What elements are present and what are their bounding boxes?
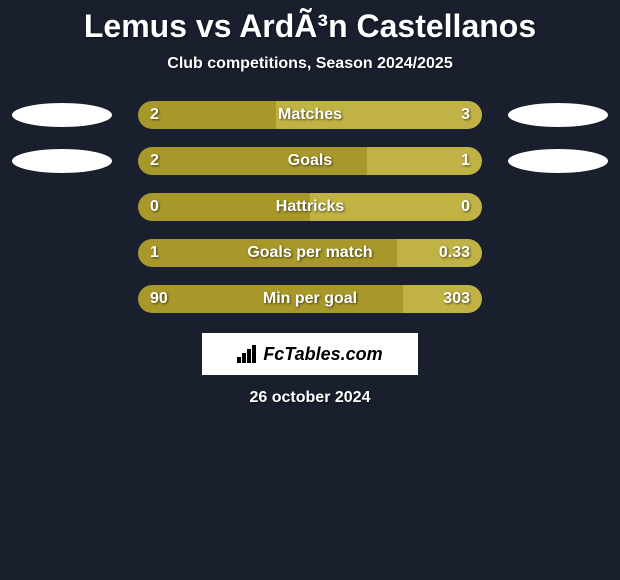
- logo-text: FcTables.com: [237, 344, 382, 365]
- stat-row: 2 1 Goals: [0, 147, 620, 175]
- page-subtitle: Club competitions, Season 2024/2025: [0, 55, 620, 73]
- stat-value-right: 1: [461, 152, 470, 170]
- stat-value-left: 1: [150, 244, 159, 262]
- stat-label: Goals: [288, 152, 332, 170]
- stat-row: 1 0.33 Goals per match: [0, 239, 620, 267]
- stat-bar: 2 3 Matches: [138, 101, 482, 129]
- player-marker-right: [508, 149, 608, 173]
- stat-row: 90 303 Min per goal: [0, 285, 620, 313]
- stat-bar: 0 0 Hattricks: [138, 193, 482, 221]
- player-marker-left: [12, 149, 112, 173]
- stat-bar: 90 303 Min per goal: [138, 285, 482, 313]
- logo-box: FcTables.com: [202, 333, 418, 375]
- stat-value-left: 0: [150, 198, 159, 216]
- stat-value-right: 3: [461, 106, 470, 124]
- stat-value-left: 90: [150, 290, 168, 308]
- stat-value-left: 2: [150, 106, 159, 124]
- stat-label: Min per goal: [263, 290, 357, 308]
- stat-rows-container: 2 3 Matches 2 1 Goals 0 0 Hattricks 1 0.33 Goals pe…: [0, 101, 620, 313]
- player-marker-right: [508, 103, 608, 127]
- stat-value-right: 303: [443, 290, 470, 308]
- stat-row: 2 3 Matches: [0, 101, 620, 129]
- stat-value-left: 2: [150, 152, 159, 170]
- bars-icon: [237, 345, 259, 363]
- logo-label: FcTables.com: [263, 344, 382, 365]
- stat-label: Matches: [278, 106, 342, 124]
- page-title: Lemus vs ArdÃ³n Castellanos: [0, 8, 620, 45]
- stat-label: Hattricks: [276, 198, 344, 216]
- stat-value-right: 0: [461, 198, 470, 216]
- player-marker-left: [12, 103, 112, 127]
- stat-bar: 2 1 Goals: [138, 147, 482, 175]
- stat-bar: 1 0.33 Goals per match: [138, 239, 482, 267]
- stat-row: 0 0 Hattricks: [0, 193, 620, 221]
- stat-value-right: 0.33: [439, 244, 470, 262]
- stat-label: Goals per match: [247, 244, 372, 262]
- date-line: 26 october 2024: [0, 389, 620, 407]
- comparison-panel: Lemus vs ArdÃ³n Castellanos Club competi…: [0, 0, 620, 407]
- stat-bar-left: [138, 147, 367, 175]
